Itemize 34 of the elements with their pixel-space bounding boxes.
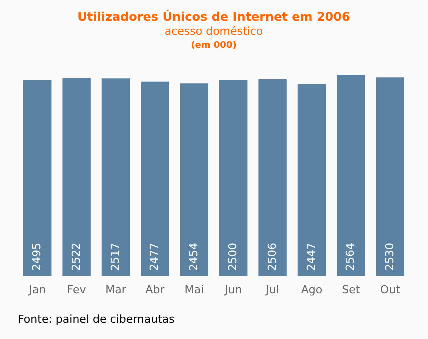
chart-title: Utilizadores Únicos de Internet em 2006	[78, 9, 350, 24]
bar	[258, 80, 287, 276]
bar	[180, 84, 209, 276]
chart-subtitle: acesso doméstico	[164, 25, 264, 38]
data-label: 2495	[30, 243, 44, 271]
bar	[102, 78, 130, 276]
data-label: 2522	[70, 243, 83, 271]
data-label: 2477	[148, 243, 162, 271]
x-tick-label: Abr	[146, 284, 166, 296]
x-tick-label: Fev	[67, 284, 87, 296]
data-label: 2506	[266, 243, 279, 271]
x-tick-label: Jul	[265, 284, 280, 296]
data-label: 2447	[305, 243, 318, 271]
x-tick-label: Set	[342, 284, 361, 296]
bar	[219, 80, 248, 276]
bar	[337, 75, 366, 276]
data-label: 2500	[226, 243, 240, 271]
data-label: 2564	[344, 243, 358, 271]
x-tick-label: Mar	[106, 284, 127, 296]
bar	[298, 84, 326, 276]
x-tick-label: Jan	[28, 284, 46, 296]
text: (em 000)	[191, 41, 237, 51]
data-label: 2530	[383, 243, 396, 271]
bar	[23, 80, 52, 276]
bar	[62, 78, 91, 276]
data-label: 2454	[187, 243, 200, 271]
data-label: 2517	[109, 243, 122, 271]
x-tick-label: Mai	[184, 284, 204, 296]
x-tick-label: Ago	[301, 284, 323, 296]
bar	[141, 82, 170, 276]
bar	[376, 78, 405, 276]
x-tick-label: Jun	[224, 284, 242, 296]
source-note: Fonte: painel de cibernautas	[18, 313, 176, 326]
x-tick-label: Out	[380, 284, 402, 296]
